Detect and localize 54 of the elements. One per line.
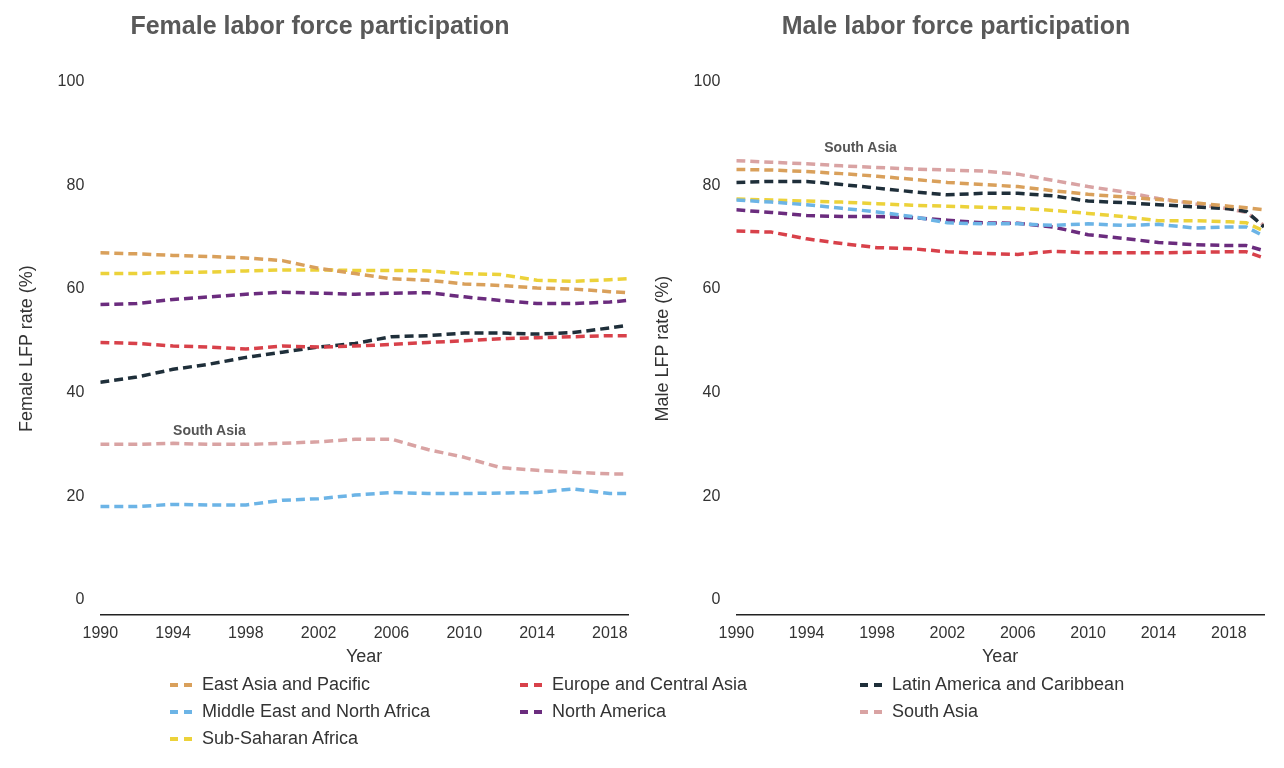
line-series [100,333,628,351]
y-tick-label: 80 [66,175,85,193]
y-tick-label: 100 [57,72,85,90]
x-tick-label: 2002 [300,624,337,642]
legend-label: Middle East and North Africa [202,701,431,722]
line-series [100,268,628,284]
x-tick-label: 2010 [1070,624,1106,642]
x-tick-label: 2018 [592,624,628,642]
line-series [736,167,1264,212]
legend-label: East Asia and Pacific [202,674,371,695]
x-axis-title: Year [345,646,383,667]
y-tick-label: 80 [702,175,721,193]
chart-title: Female labor force participation [130,10,510,39]
x-tick-label: 2014 [1140,624,1177,642]
x-tick-label: 1990 [82,624,119,642]
line-series [736,208,1264,253]
line-series [736,158,1264,228]
y-tick-label: 60 [66,279,85,297]
x-tick-label: 1994 [155,624,191,642]
x-tick-label: 2014 [519,624,555,642]
y-axis-title: Male LFP rate (%) [651,275,672,422]
y-tick-label: 60 [702,279,721,297]
legend-label: Latin America and Caribbean [892,674,1125,695]
y-tick-label: 40 [702,383,721,401]
chart-title: Male labor force participation [781,10,1131,39]
y-tick-label: 40 [66,383,85,401]
y-tick-label: 20 [702,486,721,504]
legend-label: Sub-Saharan Africa [202,728,359,749]
x-tick-label: 1994 [788,624,825,642]
y-tick-label: 0 [711,590,721,608]
annotation: South Asia [173,422,246,439]
x-tick-label: 1998 [859,624,895,642]
y-tick-label: 100 [693,72,721,90]
x-tick-label: 2002 [929,624,966,642]
line-series [100,251,628,295]
legend-label: Europe and Central Asia [552,674,748,695]
x-tick-label: 2006 [999,624,1036,642]
legend-label: North America [552,701,667,722]
line-series [736,179,1264,229]
line-series [736,197,1264,233]
x-tick-label: 1990 [718,624,755,642]
x-axis-title: Year [981,646,1019,667]
y-tick-label: 0 [75,590,85,608]
x-tick-label: 2010 [446,624,483,642]
line-series [736,229,1264,260]
line-series [100,290,628,307]
y-tick-label: 20 [66,486,85,504]
x-tick-label: 2018 [1211,624,1247,642]
x-tick-label: 2006 [373,624,410,642]
x-tick-label: 1998 [228,624,264,642]
line-series [100,487,628,509]
legend-label: South Asia [892,701,979,722]
y-axis-title: Female LFP rate (%) [15,265,36,432]
annotation: South Asia [824,138,898,155]
